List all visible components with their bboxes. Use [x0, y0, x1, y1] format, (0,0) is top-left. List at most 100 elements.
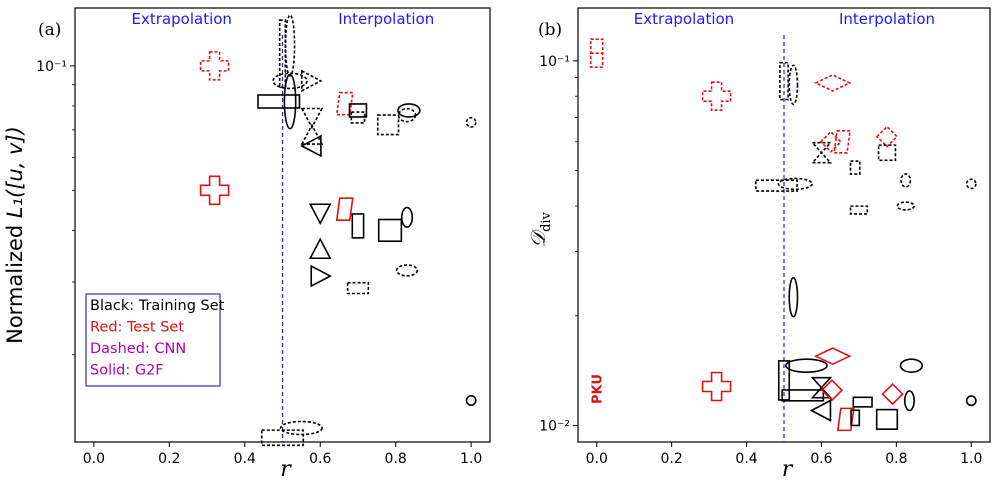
markers-layer: [589, 38, 977, 432]
marker-test-diamond-g2f-2: [881, 382, 904, 406]
marker-circle-g2f: [465, 395, 477, 406]
y-axis-label-main: Normalized: [3, 218, 27, 344]
marker-test-plus-cnn: [701, 81, 732, 112]
marker-rect-large-g2f: [377, 218, 403, 242]
x-tick-label: 0.2: [661, 451, 683, 467]
marker-ellipse-tall-g2f: [788, 276, 799, 318]
y-axis-label: Normalized L₁([u, v]): [3, 126, 27, 344]
marker-test-diamond-small-g2f: [820, 379, 844, 402]
legend-entry: Red: Test Set: [90, 320, 184, 336]
y-axis-label-sub: div: [539, 211, 554, 231]
marker-circle-g2f: [965, 395, 977, 407]
marker-tall-ellipse-cnn: [284, 14, 296, 77]
x-tick-label: 0.4: [234, 451, 256, 467]
marker-ellipse-tall-g2f-2: [903, 390, 915, 412]
marker-tri-up-g2f: [308, 237, 332, 260]
marker-ellipse-mid-cnn: [397, 107, 417, 123]
marker-ellipse-flat-cnn: [395, 264, 419, 277]
marker-hourglass-cnn: [810, 141, 833, 164]
x-tick-label: 0.6: [810, 451, 832, 467]
marker-tri-down-g2f: [308, 203, 332, 225]
marker-test-plus-g2f: [701, 371, 732, 402]
panel-b: (b) Extrapolation Interpolation 0.0 0.2 0.4 0.…: [526, 7, 991, 482]
marker-rect-wide-g2f: [781, 389, 825, 402]
legend-entry: Dashed: CNN: [90, 341, 186, 357]
panel-a: (a) Extrapolation Interpolation 0.0 0.2 0.4 0.…: [3, 7, 491, 482]
x-tick-label: 0.8: [385, 451, 407, 467]
marker-ellipse-flat-cnn: [896, 201, 915, 211]
marker-rect-tall-g2f: [351, 213, 365, 239]
region-label-extrapolation: Extrapolation: [634, 10, 734, 28]
x-axis-label: r: [782, 457, 794, 482]
marker-hourglass-g2f: [810, 376, 833, 399]
marker-tri-right-g2f: [310, 264, 332, 288]
y-tick-label: 10⁻²: [539, 419, 570, 435]
marker-rect-small-g2f-2: [850, 409, 861, 427]
x-tick-label: 0.0: [83, 451, 105, 467]
marker-ellipse-small-cnn: [900, 173, 912, 188]
marker-test-para-g2f: [836, 407, 855, 432]
marker-tri-left-g2f: [300, 134, 322, 158]
marker-tri-down-cnn: [300, 107, 324, 130]
marker-test-diamond-small-cnn: [819, 130, 842, 153]
marker-rect-tall-cnn: [779, 61, 789, 101]
marker-wide-ellipse-cnn: [272, 72, 308, 90]
marker-circle-cnn: [965, 178, 977, 190]
x-tick-label: 0.0: [586, 451, 608, 467]
marker-rect-small-cnn: [350, 111, 366, 124]
marker-test-para-cnn: [833, 129, 851, 154]
marker-test-plus-g2f: [199, 175, 230, 206]
marker-wide-rect-cnn: [755, 179, 798, 192]
marker-tri-left-g2f: [809, 399, 832, 422]
y-axis-label-main: 𝒟: [526, 228, 550, 248]
x-tick-label: 0.2: [158, 451, 180, 467]
marker-ellipse-wide-g2f-2: [899, 358, 924, 373]
marker-ellipse-tall-g2f: [400, 206, 414, 228]
marker-ellipse-bottom-cnn: [279, 420, 323, 436]
marker-tall-ellipse-g2f: [283, 73, 297, 130]
y-axis-label-math: L₁([u, v]): [3, 126, 27, 218]
legend-entry: Black: Training Set: [90, 298, 225, 314]
marker-test-plus-cnn: [199, 51, 230, 81]
marker-wide-rect-g2f: [257, 94, 301, 109]
marker-tri-right-cnn: [300, 69, 323, 93]
marker-test-diamond-g2f: [813, 347, 852, 366]
panel-label: (a): [38, 20, 61, 40]
marker-rect-flat-cnn: [346, 281, 370, 295]
marker-test-diamond-cnn-2: [875, 125, 899, 148]
marker-rect-mid-cnn: [376, 114, 400, 136]
pku-label: PKU: [591, 374, 606, 404]
x-tick-label: 1.0: [460, 451, 482, 467]
marker-ellipse-mid-g2f: [397, 103, 421, 118]
marker-ellipse-tall-cnn: [788, 64, 799, 106]
region-label-extrapolation: Extrapolation: [132, 10, 232, 28]
panel-label: (b): [538, 20, 562, 40]
marker-rect-mid-g2f: [875, 408, 899, 430]
region-label-interpolation: Interpolation: [839, 10, 935, 28]
x-axis-label: r: [280, 457, 292, 482]
region-label-interpolation: Interpolation: [338, 10, 434, 28]
marker-ellipse-wide-g2f: [785, 358, 828, 373]
x-tick-label: 0.8: [885, 451, 907, 467]
marker-rect-small-cnn: [849, 160, 861, 175]
marker-rect-mid-cnn: [877, 144, 897, 162]
legend-entry: Solid: G2F: [90, 363, 164, 379]
markers-layer: [199, 14, 477, 447]
marker-tri-up-cnn: [300, 123, 324, 145]
marker-rect-bottom-cnn: [260, 429, 305, 447]
marker-rect-small-g2f: [852, 396, 873, 408]
marker-test-para-g2f: [335, 197, 354, 222]
marker-rect-small-g2f: [348, 103, 368, 118]
x-tick-label: 0.6: [309, 451, 331, 467]
y-tick-label: 10⁻¹: [539, 54, 570, 70]
marker-rect-flat-cnn: [849, 205, 869, 215]
marker-circle-cnn: [465, 116, 477, 128]
x-tick-label: 1.0: [960, 451, 982, 467]
x-tick-label: 0.4: [735, 451, 757, 467]
legend: Black: Training Set Red: Test Set Dashed: …: [85, 293, 225, 387]
y-axis-label: 𝒟div: [526, 211, 554, 247]
y-tick-label: 10⁻¹: [36, 59, 67, 75]
marker-test-diamond-cnn: [813, 74, 852, 92]
marker-wide-ellipse-cnn: [777, 177, 813, 191]
